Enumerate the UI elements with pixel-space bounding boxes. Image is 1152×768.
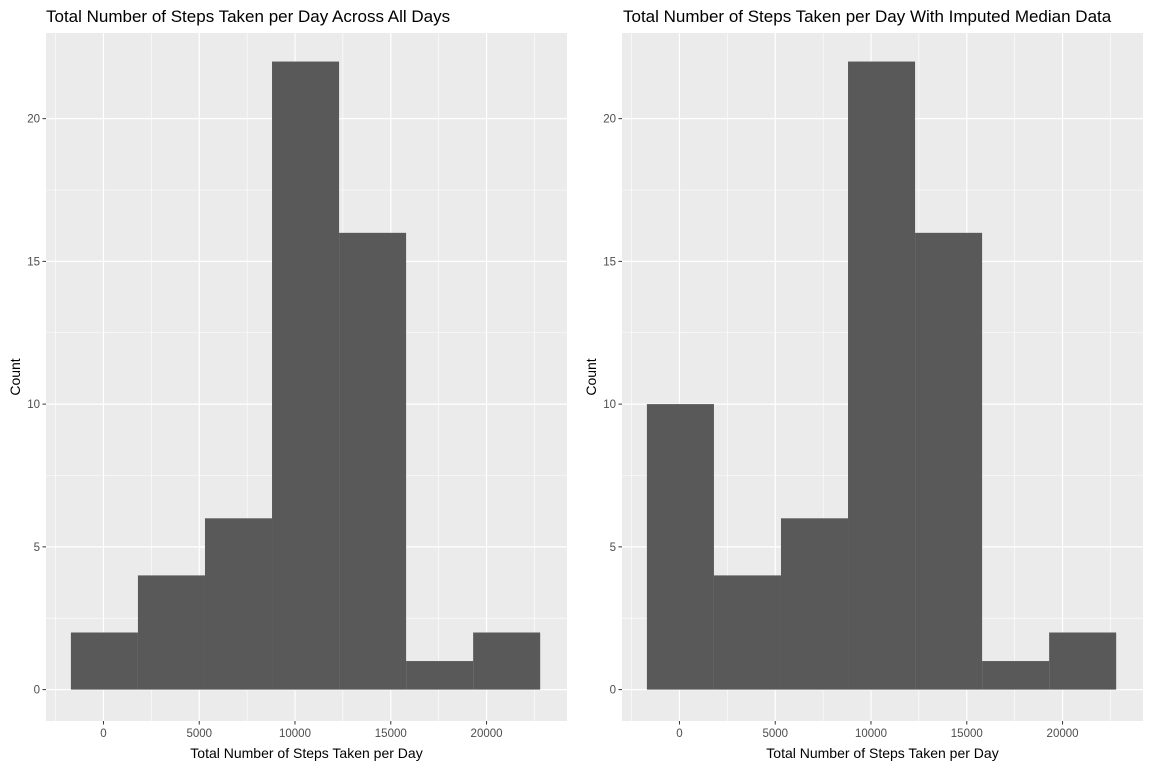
histogram-bar-3 [204, 518, 273, 690]
y-tick-label: 20 [603, 114, 616, 126]
histogram-bar-7 [1049, 632, 1117, 690]
y-tick-label: 0 [34, 685, 40, 697]
y-tick-label: 15 [27, 256, 40, 268]
y-tick-label: 15 [603, 256, 616, 268]
histogram-bar-6 [406, 661, 474, 690]
y-axis-title: Count [583, 358, 599, 395]
x-tick-label: 5000 [762, 728, 788, 740]
y-tick-label: 10 [603, 399, 616, 411]
histogram-bar-1 [70, 632, 138, 690]
x-tick-label: 20000 [471, 728, 503, 740]
histogram-panel-imputed-median: Total Number of Steps Taken per Day With… [583, 7, 1143, 761]
x-tick-label: 15000 [951, 728, 983, 740]
plot-area [46, 33, 567, 721]
x-tick-label: 15000 [375, 728, 407, 740]
histogram-bar-7 [473, 632, 541, 690]
x-tick-label: 20000 [1047, 728, 1079, 740]
histogram-bar-2 [713, 575, 781, 690]
histogram-bar-2 [137, 575, 205, 690]
y-tick-label: 20 [27, 114, 40, 126]
y-tick-label: 5 [610, 542, 616, 554]
x-tick-label: 10000 [855, 728, 887, 740]
histogram-bar-4 [272, 61, 340, 690]
histogram-bar-5 [339, 232, 407, 690]
x-tick-label: 0 [100, 728, 106, 740]
histogram-bar-1 [646, 404, 714, 690]
histogram-bar-4 [848, 61, 916, 690]
plot-area [622, 33, 1143, 721]
chart-title: Total Number of Steps Taken per Day With… [623, 7, 1112, 26]
x-tick-label: 5000 [186, 728, 212, 740]
y-tick-label: 5 [34, 542, 40, 554]
histogram-bar-3 [780, 518, 849, 690]
x-tick-label: 10000 [279, 728, 311, 740]
x-axis-title: Total Number of Steps Taken per Day [766, 745, 998, 761]
y-tick-label: 0 [610, 685, 616, 697]
y-tick-label: 10 [27, 399, 40, 411]
histogram-panel-all-days: Total Number of Steps Taken per Day Acro… [7, 7, 567, 761]
chart-title: Total Number of Steps Taken per Day Acro… [46, 7, 450, 26]
y-axis-title: Count [7, 358, 23, 395]
histogram-bar-5 [915, 232, 983, 690]
x-axis-title: Total Number of Steps Taken per Day [190, 745, 422, 761]
histogram-bar-6 [982, 661, 1050, 690]
x-tick-label: 0 [676, 728, 682, 740]
